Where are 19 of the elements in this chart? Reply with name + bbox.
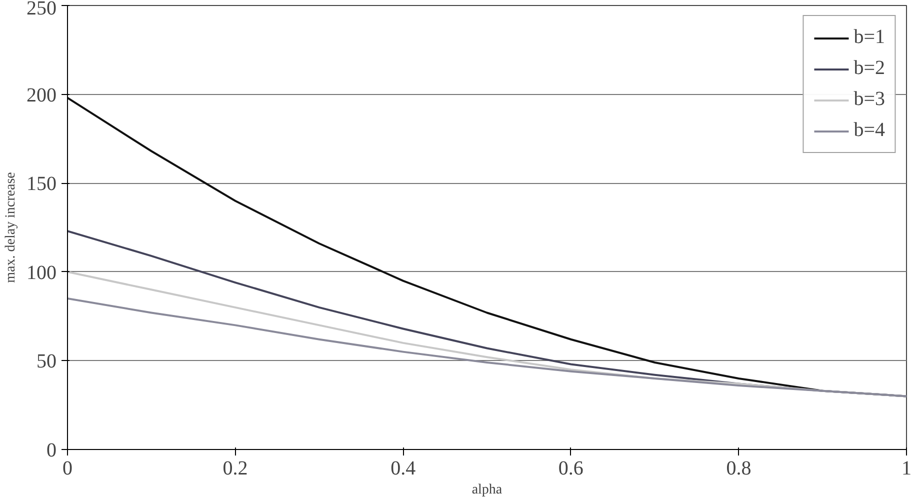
x-tick-label: 0.8	[726, 458, 752, 480]
x-tick-label: 0.2	[222, 458, 248, 480]
x-axis-title: alpha	[472, 482, 503, 498]
line-series	[68, 298, 906, 398]
y-tick-label: 50	[36, 350, 56, 373]
x-tick-label: 1	[902, 458, 911, 480]
x-tick-label: 0.6	[558, 458, 584, 480]
x-tick-label: 0.4	[390, 458, 416, 480]
y-tick-label: 150	[26, 173, 56, 196]
legend-label: b=3	[854, 88, 885, 111]
legend-label: b=4	[854, 119, 885, 142]
y-tick-label: 250	[26, 0, 56, 20]
x-tick-label: 0	[62, 458, 72, 480]
y-tick-label: 100	[26, 262, 56, 284]
legend-label: b=2	[854, 57, 885, 80]
y-tick-label: 200	[26, 84, 56, 106]
legend-label: b=1	[854, 26, 885, 49]
y-axis-title: max. delay increase	[4, 172, 18, 283]
y-tick-label: 0	[46, 440, 56, 462]
